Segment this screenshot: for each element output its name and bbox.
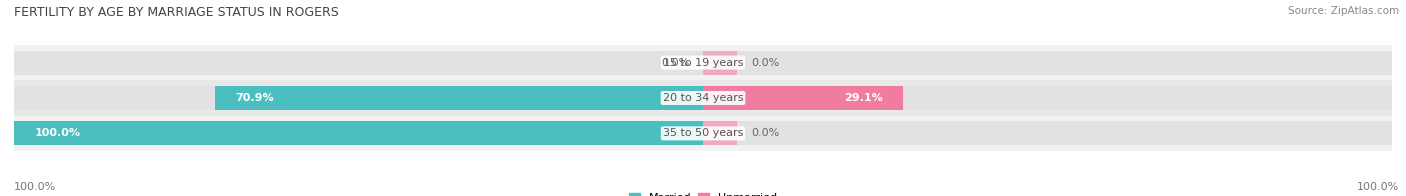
Bar — [14, 51, 703, 75]
Bar — [14, 45, 1392, 80]
Bar — [703, 86, 904, 110]
Bar — [703, 51, 738, 75]
Text: 0.0%: 0.0% — [661, 58, 689, 68]
Text: 0.0%: 0.0% — [751, 128, 779, 138]
Text: 0.0%: 0.0% — [751, 58, 779, 68]
Text: Source: ZipAtlas.com: Source: ZipAtlas.com — [1288, 6, 1399, 16]
Bar — [14, 86, 703, 110]
Bar — [703, 86, 1392, 110]
Text: 70.9%: 70.9% — [235, 93, 274, 103]
Bar — [14, 80, 1392, 116]
Bar — [215, 86, 703, 110]
Legend: Married, Unmarried: Married, Unmarried — [624, 188, 782, 196]
Bar — [14, 121, 703, 145]
Bar — [703, 121, 738, 145]
Text: 100.0%: 100.0% — [14, 182, 56, 192]
Text: 29.1%: 29.1% — [844, 93, 883, 103]
Text: 100.0%: 100.0% — [35, 128, 80, 138]
Text: 15 to 19 years: 15 to 19 years — [662, 58, 744, 68]
Text: 20 to 34 years: 20 to 34 years — [662, 93, 744, 103]
Bar — [14, 116, 1392, 151]
Text: 100.0%: 100.0% — [1357, 182, 1399, 192]
Bar — [14, 121, 703, 145]
Text: 35 to 50 years: 35 to 50 years — [662, 128, 744, 138]
Bar — [703, 121, 1392, 145]
Text: FERTILITY BY AGE BY MARRIAGE STATUS IN ROGERS: FERTILITY BY AGE BY MARRIAGE STATUS IN R… — [14, 6, 339, 19]
Bar — [703, 51, 1392, 75]
